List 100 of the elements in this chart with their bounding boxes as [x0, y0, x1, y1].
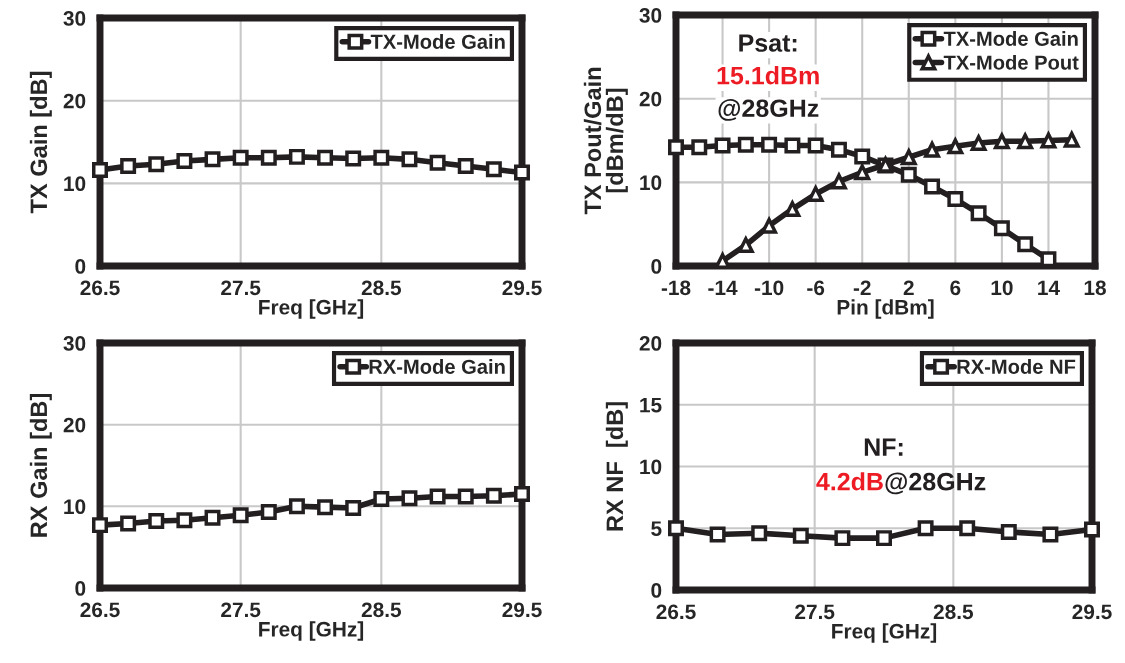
x-tick-label: 18	[1084, 280, 1106, 296]
y-tick-label: 0	[651, 259, 662, 274]
x-tick-label: 29.5	[1072, 604, 1112, 620]
annotation: 15.1dBm	[717, 66, 819, 85]
point	[1042, 526, 1059, 543]
point	[947, 191, 964, 208]
x-tick-label: 26.5	[80, 602, 120, 618]
point	[1084, 521, 1100, 538]
y-tick-label: 15	[640, 397, 662, 413]
y-tick-label: 10	[640, 459, 662, 475]
y-tick-label: 0	[75, 581, 86, 596]
point	[401, 151, 418, 168]
point	[993, 220, 1010, 237]
point	[970, 135, 987, 151]
legend-label: RX-Mode Gain	[369, 359, 505, 374]
y-axis-title: TX Gain [dB]	[29, 71, 52, 214]
y-tick-label: 5	[651, 521, 662, 536]
legend-label: TX-Mode Gain	[943, 31, 1078, 46]
point	[784, 137, 801, 154]
x-tick-label: 27.5	[221, 602, 261, 618]
x-tick-label: 6	[950, 280, 961, 296]
x-tick-label: -2	[853, 280, 871, 295]
y-tick-label: 0	[75, 259, 86, 274]
x-tick-label: 29.5	[502, 280, 542, 296]
x-tick-label: 27.5	[795, 604, 835, 620]
point	[709, 526, 726, 543]
y-axis-title: TX Pout/Gain [dBm/dB]	[583, 67, 628, 215]
point	[401, 490, 418, 507]
point	[92, 162, 108, 179]
point	[176, 512, 193, 529]
point	[830, 141, 847, 158]
annotation: 4.2dB	[816, 472, 883, 491]
point	[514, 164, 530, 181]
point	[260, 504, 277, 521]
point	[485, 487, 502, 504]
x-axis-title: Freq [GHz]	[259, 299, 364, 319]
x-tick-label: 28.5	[361, 602, 402, 618]
x-axis-title: Freq [GHz]	[259, 621, 364, 641]
x-tick-label: 29.5	[502, 602, 542, 618]
y-tick-label: 10	[64, 499, 86, 515]
point	[959, 520, 976, 537]
legend-label: TX-Mode Gain	[370, 34, 505, 49]
point	[691, 139, 708, 156]
x-tick-label: -18	[661, 280, 691, 296]
x-tick-label: 28.5	[933, 604, 974, 620]
point	[830, 171, 848, 190]
y-tick-label: 20	[63, 417, 86, 433]
y-tick-label: 10	[64, 176, 86, 192]
point	[993, 133, 1010, 150]
point	[288, 148, 305, 165]
x-tick-label: 10	[991, 280, 1013, 296]
annotation: @28GHz	[718, 99, 819, 121]
point	[429, 154, 446, 171]
point	[148, 513, 165, 530]
point	[317, 149, 334, 166]
x-tick-label: 27.5	[221, 280, 261, 296]
point	[204, 509, 221, 526]
point	[92, 517, 108, 534]
y-tick-label: 10	[640, 175, 662, 191]
point	[429, 488, 446, 505]
annotation: Psat:	[739, 34, 797, 52]
point	[232, 507, 249, 524]
point	[876, 530, 892, 547]
point	[737, 237, 754, 254]
point	[120, 157, 137, 174]
x-tick-label: 26.5	[656, 604, 696, 620]
y-tick-label: 30	[639, 8, 662, 23]
x-tick-label: -14	[708, 280, 738, 295]
legend-label: RX-Mode NF	[957, 359, 1076, 374]
point	[668, 520, 684, 537]
point	[288, 498, 305, 515]
point	[834, 530, 851, 547]
point	[947, 138, 964, 155]
y-tick-label: 30	[63, 11, 86, 26]
annotation: @28GHz	[885, 472, 986, 495]
point	[176, 153, 193, 169]
legend-label: TX-Mode Pout	[943, 54, 1079, 70]
point	[761, 136, 778, 153]
y-tick-label: 0	[651, 583, 662, 598]
y-axis-title: RX Gain [dB]	[29, 394, 52, 537]
point	[373, 490, 390, 507]
point	[917, 520, 934, 537]
point	[924, 178, 941, 195]
point	[204, 151, 221, 168]
x-tick-label: 28.5	[361, 280, 402, 296]
point	[854, 164, 871, 181]
x-axis-title: Freq [GHz]	[832, 623, 937, 643]
x-tick-label: 26.5	[80, 280, 120, 296]
annotation: NF:	[864, 438, 903, 456]
point	[1062, 129, 1081, 148]
y-axis-title: RX NF [dB]	[605, 402, 628, 531]
point	[668, 139, 684, 156]
point	[854, 148, 871, 165]
x-tick-label: 2	[903, 280, 914, 295]
y-tick-label: 20	[63, 93, 86, 109]
point	[900, 149, 917, 166]
point	[514, 486, 530, 503]
point	[457, 488, 474, 505]
x-tick-label: -6	[807, 280, 825, 296]
point	[714, 137, 731, 154]
